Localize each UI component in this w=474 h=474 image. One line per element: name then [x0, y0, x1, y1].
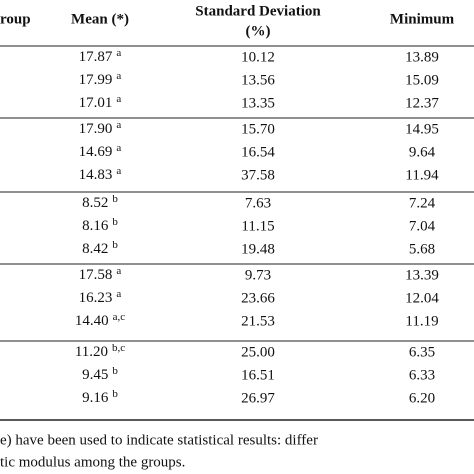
- sd-cell: 19.48: [241, 241, 275, 257]
- mean-cell: 16.23 a: [79, 288, 122, 307]
- mean-cell: 8.52 b: [82, 193, 118, 212]
- significance-letter: a: [116, 142, 121, 154]
- significance-letter: a: [116, 47, 121, 59]
- min-cell: 15.09: [405, 72, 439, 88]
- header-cell: (%): [246, 23, 271, 39]
- min-cell: 7.24: [409, 195, 436, 211]
- footnote: tic modulus among the groups.: [0, 454, 185, 470]
- footnote: e) have been used to indicate statistica…: [0, 432, 318, 448]
- header-cell: roup: [0, 11, 31, 27]
- sd-cell: 13.56: [241, 72, 275, 88]
- significance-letter: a: [116, 288, 121, 300]
- mean-cell: 8.42 b: [82, 239, 118, 258]
- significance-letter: b: [112, 365, 118, 377]
- mean-value: 14.69: [79, 144, 113, 160]
- sd-cell: 9.73: [245, 267, 271, 283]
- significance-letter: a: [116, 265, 121, 277]
- significance-letter: a: [116, 93, 121, 105]
- significance-letter: a,c: [113, 311, 126, 323]
- header-cell: Minimum: [390, 11, 455, 27]
- significance-letter: b,c: [112, 342, 125, 354]
- significance-letter: b: [112, 239, 118, 251]
- mean-value: 17.01: [79, 95, 113, 111]
- mean-cell: 9.45 b: [82, 365, 118, 384]
- min-cell: 11.94: [405, 167, 439, 183]
- mean-cell: 14.83 a: [79, 165, 122, 184]
- mean-cell: 17.99 a: [79, 70, 122, 89]
- mean-value: 8.42: [82, 241, 108, 257]
- significance-letter: a: [116, 119, 121, 131]
- min-cell: 9.64: [409, 144, 436, 160]
- mean-value: 8.16: [82, 218, 109, 234]
- mean-cell: 8.16 b: [82, 216, 118, 235]
- mean-value: 16.23: [79, 290, 113, 306]
- sd-cell: 11.15: [241, 218, 274, 234]
- mean-value: 9.45: [82, 367, 108, 383]
- sd-cell: 23.66: [241, 290, 275, 306]
- sd-cell: 15.70: [241, 121, 275, 137]
- mean-cell: 17.87 a: [79, 47, 122, 66]
- min-cell: 14.95: [405, 121, 439, 137]
- min-cell: 13.39: [405, 267, 439, 283]
- min-cell: 6.35: [409, 344, 435, 360]
- mean-cell: 9.16 b: [82, 388, 118, 407]
- mean-cell: 11.20 b,c: [75, 342, 125, 361]
- mean-value: 17.58: [79, 267, 113, 283]
- sd-cell: 21.53: [241, 313, 275, 329]
- header-cell: Standard Deviation: [195, 3, 321, 19]
- sd-cell: 7.63: [245, 195, 271, 211]
- sd-cell: 16.54: [241, 144, 275, 160]
- min-cell: 6.33: [409, 367, 435, 383]
- mean-cell: 17.01 a: [79, 93, 122, 112]
- sd-cell: 16.51: [241, 367, 275, 383]
- min-cell: 5.68: [409, 241, 435, 257]
- sd-cell: 37.58: [241, 167, 275, 183]
- mean-value: 17.87: [79, 49, 113, 65]
- min-cell: 12.37: [405, 95, 439, 111]
- min-cell: 12.04: [405, 290, 439, 306]
- significance-letter: b: [112, 388, 118, 400]
- min-cell: 11.19: [405, 313, 438, 329]
- mean-cell: 17.90 a: [79, 119, 122, 138]
- mean-value: 8.52: [82, 195, 108, 211]
- sd-cell: 10.12: [241, 49, 275, 65]
- sd-cell: 13.35: [241, 95, 275, 111]
- mean-value: 17.90: [79, 121, 113, 137]
- sd-cell: 26.97: [241, 390, 275, 406]
- min-cell: 13.89: [405, 49, 439, 65]
- mean-value: 14.40: [75, 313, 109, 329]
- significance-letter: b: [112, 193, 118, 205]
- mean-value: 14.83: [79, 167, 113, 183]
- header-cell: Mean (*): [71, 11, 129, 27]
- mean-cell: 17.58 a: [79, 265, 122, 284]
- significance-letter: b: [112, 216, 118, 228]
- sd-cell: 25.00: [241, 344, 275, 360]
- mean-value: 11.20: [75, 344, 108, 360]
- mean-cell: 14.40 a,c: [75, 311, 125, 330]
- mean-cell: 14.69 a: [79, 142, 122, 161]
- mean-value: 9.16: [82, 390, 109, 406]
- min-cell: 6.20: [409, 390, 435, 406]
- mean-value: 17.99: [79, 72, 113, 88]
- min-cell: 7.04: [409, 218, 436, 234]
- significance-letter: a: [116, 165, 121, 177]
- significance-letter: a: [116, 70, 121, 82]
